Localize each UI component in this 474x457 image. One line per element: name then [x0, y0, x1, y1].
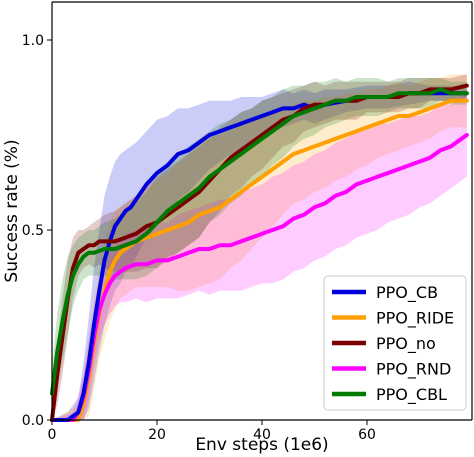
ppo-no-band [52, 74, 467, 420]
x-tick-label: 0 [48, 427, 57, 443]
ppo-cbl-band [52, 78, 467, 420]
ppo-rnd-band [52, 93, 467, 420]
ppo-ride-line [50, 98, 469, 422]
legend-label-ppo-cbl: PPO_CBL [376, 385, 447, 405]
ticks: 0 20 40 60 0.0 0.5 1.0 [22, 33, 376, 443]
x-tick-label: 40 [253, 427, 271, 443]
series-lines [50, 83, 469, 422]
legend-label-ppo-ride: PPO_RIDE [376, 309, 454, 329]
legend-label-ppo-rnd: PPO_RND [376, 360, 451, 380]
ppo-cb-band [52, 81, 467, 421]
y-tick-label: 0.0 [22, 413, 44, 429]
ppo-cbl-line [50, 87, 469, 396]
confidence-bands [52, 74, 467, 421]
ppo-ride-band [52, 74, 467, 420]
ppo-rnd-line [50, 133, 469, 422]
legend-label-ppo-cb: PPO_CB [376, 283, 438, 303]
legend-box [323, 275, 467, 411]
legend: PPO_CB PPO_RIDE PPO_no PPO_RND PPO_CBL [323, 275, 467, 411]
x-axis-label: Env steps (1e6) [195, 435, 328, 455]
legend-label-ppo-no: PPO_no [376, 334, 436, 354]
x-tick-label: 60 [358, 427, 376, 443]
y-tick-label: 1.0 [22, 33, 44, 49]
x-tick-label: 20 [148, 427, 166, 443]
y-axis-label: Success rate (%) [2, 139, 22, 282]
y-tick-label: 0.5 [22, 223, 44, 239]
